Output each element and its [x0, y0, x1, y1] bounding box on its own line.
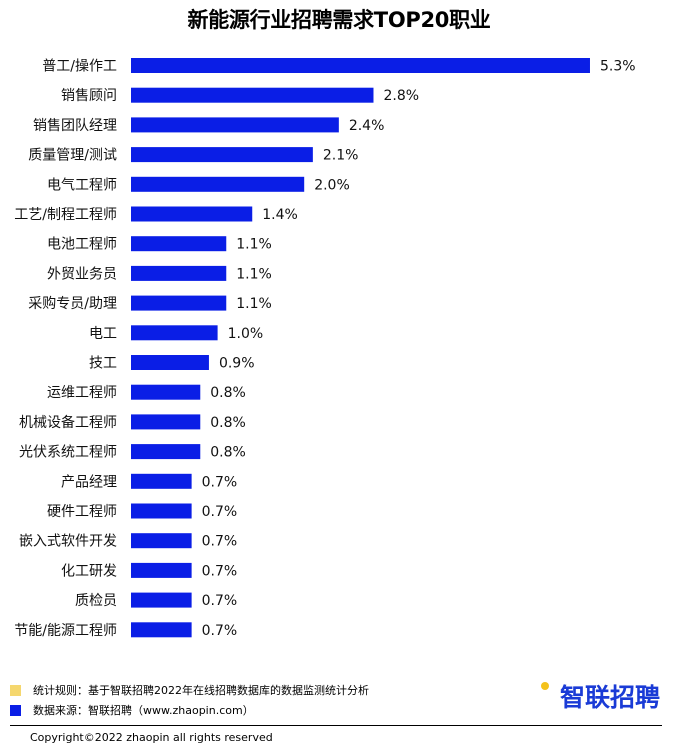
category-label: 嵌入式软件开发 — [19, 534, 117, 550]
data-label: 2.0% — [314, 177, 350, 193]
bar — [131, 295, 227, 311]
data-label: 2.8% — [383, 88, 419, 104]
logo-text: 智联招聘 — [559, 683, 660, 712]
bar — [131, 384, 201, 400]
data-label: 0.7% — [202, 563, 238, 579]
category-label: 销售顾问 — [61, 88, 117, 104]
category-label: 化工研发 — [61, 563, 117, 579]
data-label: 1.1% — [236, 237, 272, 253]
bar — [131, 206, 253, 222]
data-label: 0.8% — [210, 415, 246, 431]
bar — [131, 592, 192, 608]
data-label: 2.1% — [323, 148, 359, 164]
bar — [131, 414, 201, 430]
category-label: 电池工程师 — [47, 237, 117, 253]
bar — [131, 58, 590, 73]
footer-divider — [10, 725, 662, 726]
data-label: 0.7% — [202, 504, 238, 520]
bar — [131, 444, 201, 460]
category-label: 光伏系统工程师 — [19, 445, 117, 461]
legend-swatch-rule — [10, 684, 21, 696]
bar — [131, 622, 192, 638]
bar — [131, 147, 313, 163]
data-label: 5.3% — [600, 59, 636, 75]
zhaopin-logo-icon — [532, 682, 558, 710]
bar — [131, 355, 209, 370]
legend-swatch-source — [10, 704, 21, 716]
bar — [131, 473, 192, 489]
footer-note-source: 数据来源：智联招聘（www.zhaopin.com） — [10, 702, 254, 718]
category-label: 销售团队经理 — [33, 118, 117, 134]
data-label: 1.1% — [236, 296, 272, 312]
category-label: 采购专员/助理 — [28, 296, 117, 312]
copyright-text: Copyright©2022 zhaopin all rights reserv… — [30, 731, 273, 744]
footer-note-rule: 统计规则：基于智联招聘2022年在线招聘数据库的数据监测统计分析 — [10, 682, 369, 698]
bar — [131, 265, 227, 281]
data-label: 0.9% — [219, 356, 255, 372]
category-label: 技工 — [89, 356, 117, 372]
bar — [131, 503, 192, 519]
data-label: 1.0% — [228, 326, 264, 342]
category-label: 运维工程师 — [47, 385, 117, 401]
category-label: 质检员 — [75, 593, 117, 609]
data-label: 0.7% — [202, 623, 238, 639]
footer-note-rule-text: 统计规则：基于智联招聘2022年在线招聘数据库的数据监测统计分析 — [33, 684, 369, 697]
category-label: 产品经理 — [61, 474, 117, 490]
bar — [131, 562, 192, 578]
data-label: 1.1% — [236, 266, 272, 282]
category-label: 节能/能源工程师 — [14, 623, 117, 639]
chart-title: 新能源行业招聘需求TOP20职业 — [187, 8, 491, 32]
data-label: 0.7% — [202, 593, 238, 609]
zhaopin-logo: 智联招聘 — [532, 678, 660, 714]
data-label: 2.4% — [349, 118, 385, 134]
footer-note-source-text: 数据来源：智联招聘（www.zhaopin.com） — [33, 704, 254, 717]
bar — [131, 533, 192, 549]
category-label: 外贸业务员 — [47, 266, 117, 282]
bar — [131, 236, 227, 252]
bar — [131, 117, 339, 133]
category-label: 工艺/制程工程师 — [14, 207, 117, 223]
data-label: 0.8% — [210, 445, 246, 461]
category-label: 电工 — [89, 326, 117, 342]
bar — [131, 87, 374, 103]
bar-chart: 普工/操作工 5.3% 销售顾问 2.8% 销售团队经理 2.4% 质量管理/测试 2.1% 电… — [14, 58, 636, 639]
bar — [131, 325, 218, 341]
category-label: 普工/操作工 — [42, 59, 117, 75]
bar — [131, 176, 305, 192]
data-label: 0.8% — [210, 385, 246, 401]
category-label: 硬件工程师 — [47, 504, 117, 520]
category-label: 机械设备工程师 — [19, 414, 117, 431]
category-label: 电气工程师 — [47, 177, 117, 193]
data-label: 0.7% — [202, 534, 238, 550]
data-label: 0.7% — [202, 474, 238, 490]
data-label: 1.4% — [262, 207, 298, 223]
category-label: 质量管理/测试 — [28, 148, 117, 164]
